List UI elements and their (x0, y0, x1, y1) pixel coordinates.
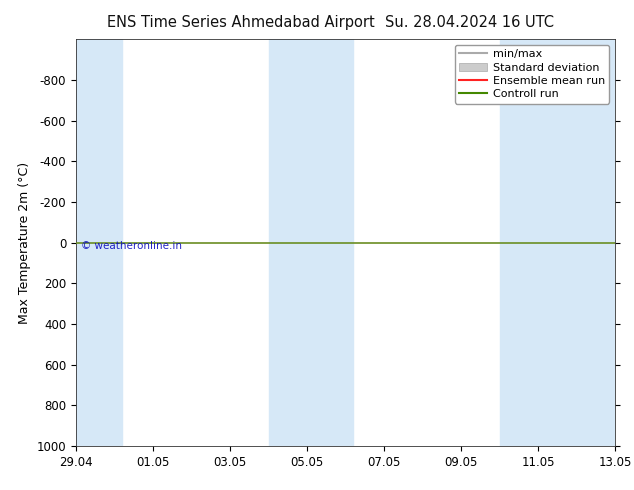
Text: ENS Time Series Ahmedabad Airport: ENS Time Series Ahmedabad Airport (107, 15, 375, 30)
Bar (500, 39, 615, 446)
Text: © weatheronline.in: © weatheronline.in (81, 241, 183, 250)
Y-axis label: Max Temperature 2m (°C): Max Temperature 2m (°C) (18, 162, 31, 323)
Bar (76, 39, 122, 446)
Text: Su. 28.04.2024 16 UTC: Su. 28.04.2024 16 UTC (385, 15, 553, 30)
Bar (269, 39, 353, 446)
Legend: min/max, Standard deviation, Ensemble mean run, Controll run: min/max, Standard deviation, Ensemble me… (455, 45, 609, 104)
